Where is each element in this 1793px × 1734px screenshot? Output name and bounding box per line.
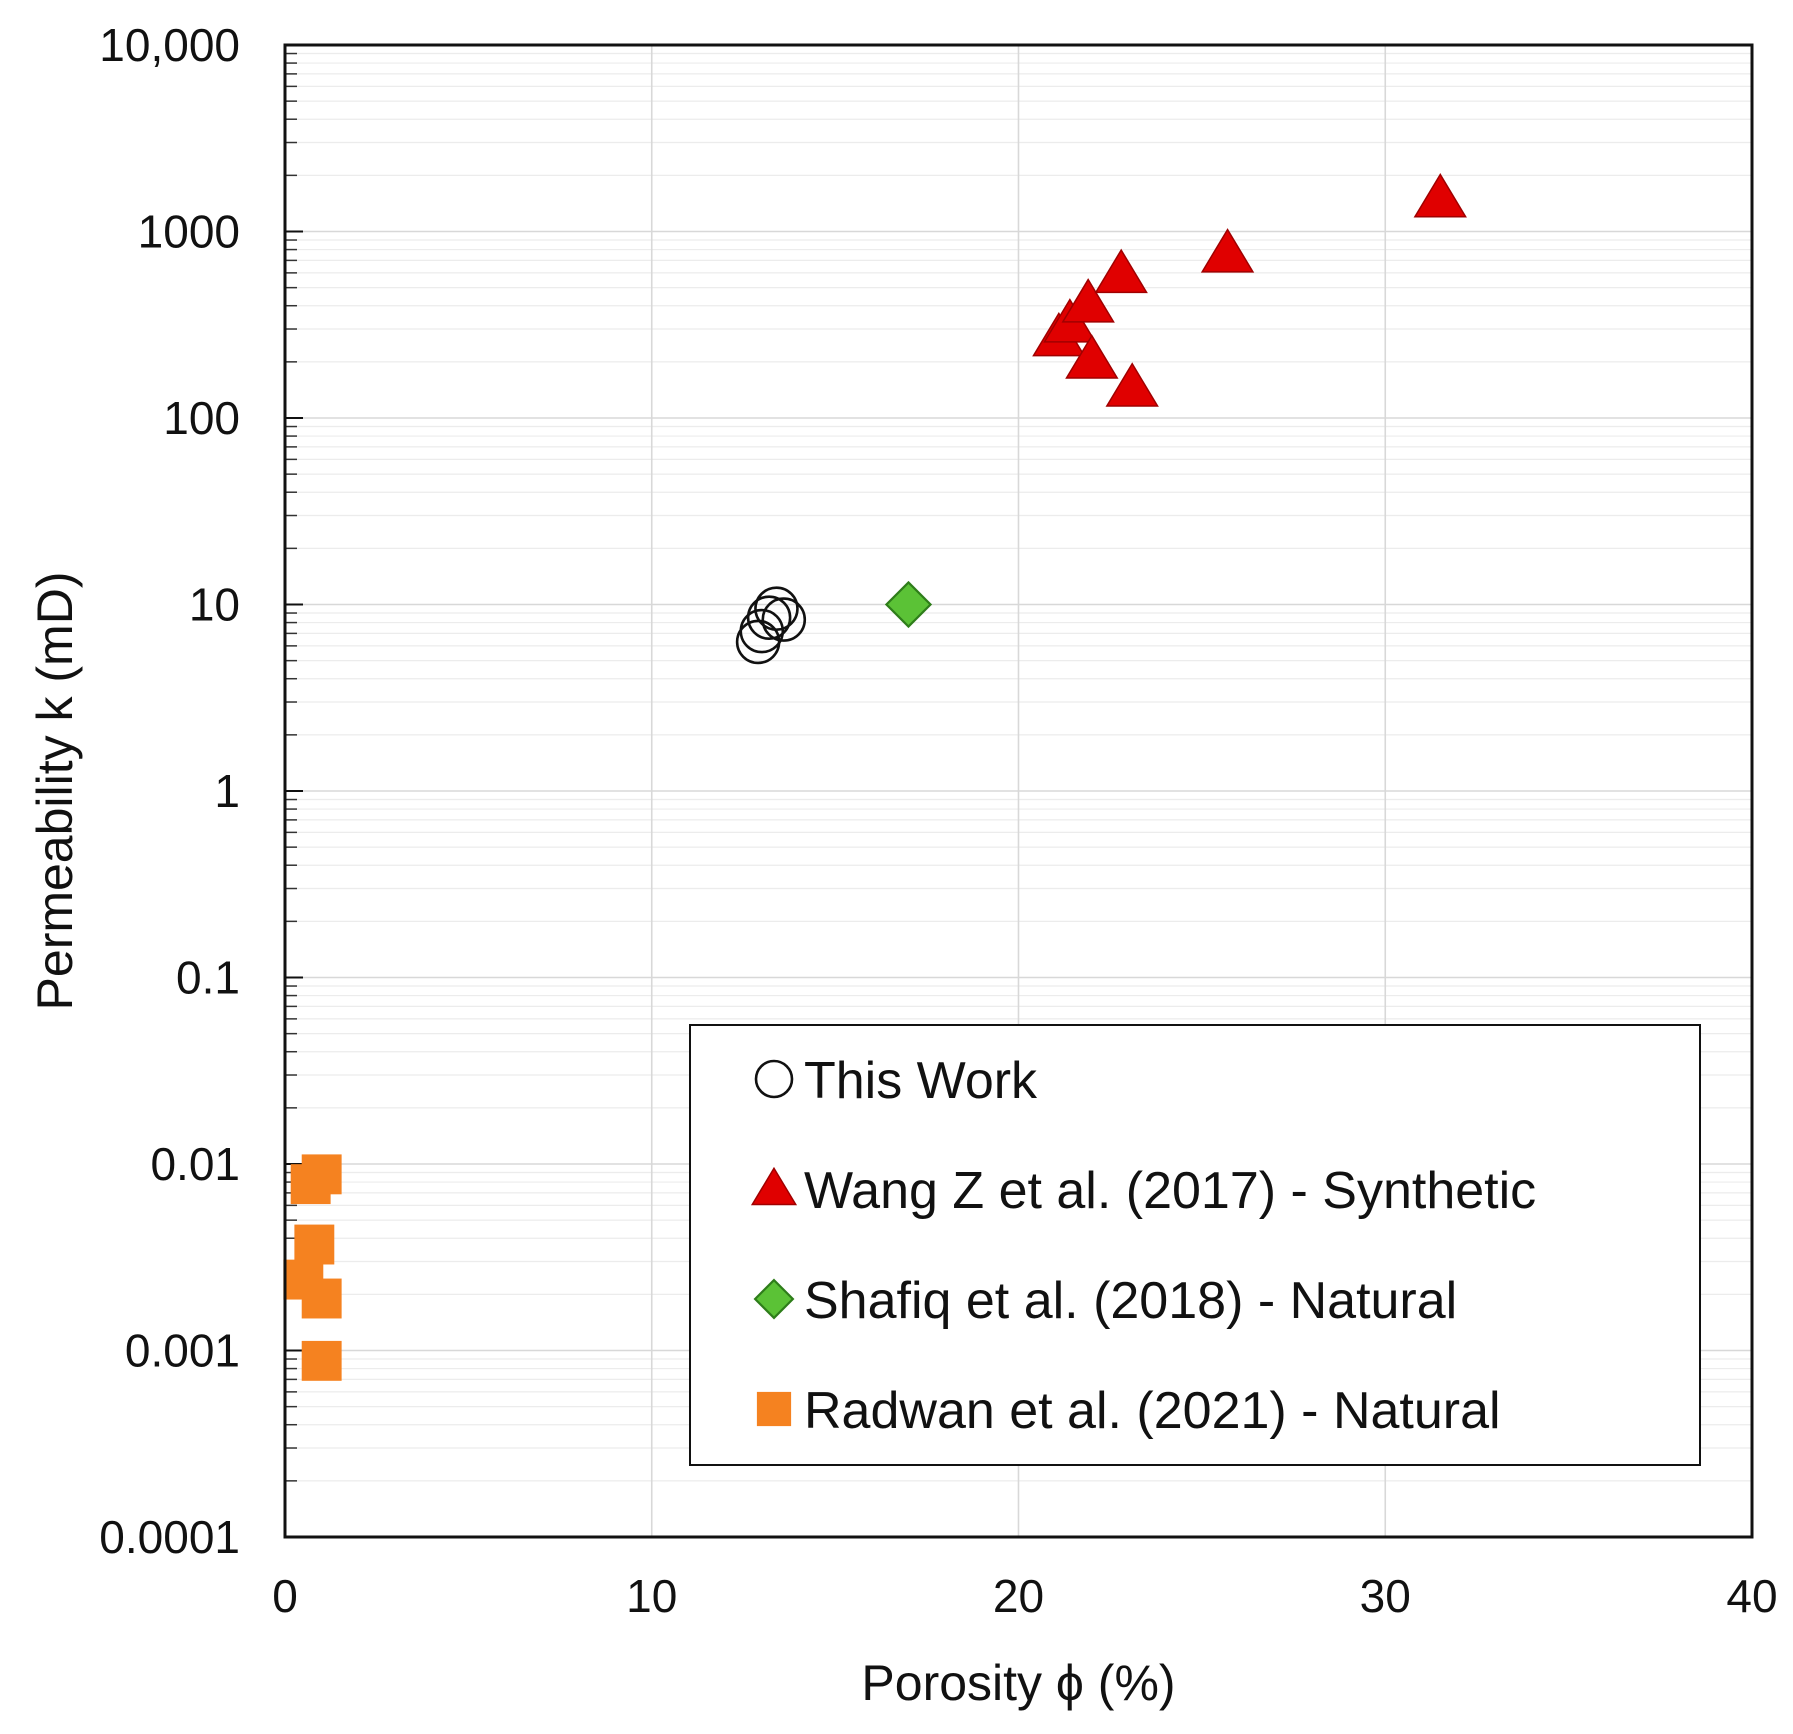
data-point-triangle — [1065, 334, 1119, 379]
y-tick-label: 1000 — [138, 206, 240, 258]
y-axis-tick-labels: 10,000 1000 100 10 1 0.1 0.01 0.001 0.0001 — [99, 19, 240, 1563]
x-tick-label: 40 — [1726, 1570, 1777, 1622]
legend-item: Radwan et al. (2021) - Natural — [756, 1382, 1501, 1440]
x-tick-label: 10 — [626, 1570, 677, 1622]
series-circle-open — [735, 586, 807, 665]
legend-label: Shafiq et al. (2018) - Natural — [804, 1272, 1457, 1330]
y-tick-label: 0.1 — [176, 952, 240, 1004]
series-diamond — [884, 580, 933, 629]
y-tick-label: 10,000 — [99, 19, 240, 71]
x-tick-label: 20 — [993, 1570, 1044, 1622]
data-point-triangle — [1094, 248, 1148, 294]
x-tick-label: 0 — [272, 1570, 298, 1622]
y-tick-label: 100 — [163, 392, 240, 444]
legend-item: This Work — [754, 1052, 1038, 1110]
legend-items: This Work Wang Z et al. (2017) - Syntheti… — [750, 1052, 1536, 1440]
legend-marker-circle-open — [754, 1059, 794, 1099]
legend-marker-square — [756, 1391, 792, 1427]
legend-box — [689, 1024, 1701, 1466]
y-tick-label: 0.01 — [150, 1138, 240, 1190]
data-points — [283, 173, 1467, 1381]
x-tick-label: 30 — [1360, 1570, 1411, 1622]
data-point-triangle — [1061, 278, 1115, 323]
legend: This Work Wang Z et al. (2017) - Syntheti… — [689, 1024, 1701, 1466]
legend-item: Wang Z et al. (2017) - Synthetic — [750, 1162, 1536, 1220]
data-point-square — [294, 1224, 335, 1265]
y-axis-title: Permeability k (mD) — [27, 572, 83, 1011]
legend-label: Radwan et al. (2021) - Natural — [804, 1382, 1501, 1440]
minor-ticks — [285, 44, 303, 1538]
plot-frame — [283, 43, 1754, 1539]
data-point-circle-open — [761, 597, 807, 642]
y-tick-label: 0.0001 — [99, 1511, 240, 1563]
data-point-triangle — [1413, 173, 1467, 218]
legend-label: Wang Z et al. (2017) - Synthetic — [804, 1162, 1536, 1220]
data-point-square — [301, 1154, 342, 1195]
data-point-circle-open — [739, 608, 785, 654]
x-axis-tick-labels: 0 10 20 30 40 — [272, 1570, 1777, 1622]
y-tick-label: 0.001 — [125, 1325, 240, 1377]
legend-marker-triangle — [750, 1166, 798, 1206]
data-point-triangle — [1200, 228, 1255, 273]
series-triangle — [1032, 173, 1467, 407]
data-point-circle-open — [746, 595, 792, 640]
data-point-diamond — [884, 580, 933, 629]
data-point-triangle — [1105, 362, 1159, 407]
y-tick-label: 10 — [189, 579, 240, 631]
legend-label: This Work — [804, 1052, 1038, 1110]
x-axis-title: Porosity ϕ (%) — [861, 1655, 1175, 1711]
data-point-square — [301, 1278, 342, 1319]
legend-marker-diamond — [753, 1278, 795, 1320]
y-tick-label: 1 — [214, 765, 240, 817]
data-point-circle-open — [754, 586, 799, 631]
legend-item: Shafiq et al. (2018) - Natural — [753, 1272, 1457, 1330]
data-point-square — [301, 1340, 342, 1381]
series-square — [283, 1154, 342, 1381]
